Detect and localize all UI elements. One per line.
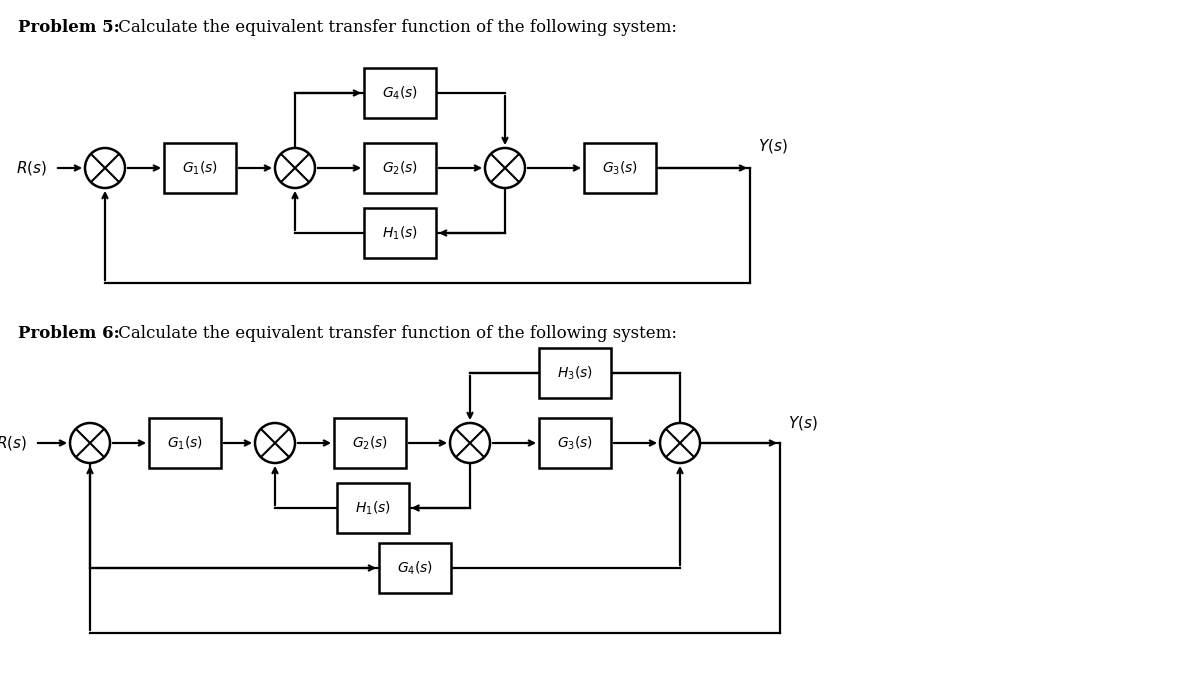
Circle shape <box>71 423 110 463</box>
Text: $G_2(s)$: $G_2(s)$ <box>382 160 419 177</box>
Bar <box>164 143 236 193</box>
Circle shape <box>255 423 295 463</box>
Text: $H_1(s)$: $H_1(s)$ <box>354 499 390 517</box>
Text: Calculate the equivalent transfer function of the following system:: Calculate the equivalent transfer functi… <box>112 325 677 341</box>
Text: $Y(s)$: $Y(s)$ <box>758 137 788 155</box>
Text: $R(s)$: $R(s)$ <box>0 434 28 452</box>
Bar <box>336 483 409 533</box>
Circle shape <box>85 148 126 188</box>
Circle shape <box>486 148 525 188</box>
Text: Calculate the equivalent transfer function of the following system:: Calculate the equivalent transfer functi… <box>112 19 677 36</box>
Text: $G_1(s)$: $G_1(s)$ <box>182 160 218 177</box>
Bar <box>364 143 437 193</box>
Text: $H_3(s)$: $H_3(s)$ <box>557 365 593 382</box>
Bar <box>539 418 611 468</box>
Circle shape <box>660 423 700 463</box>
Text: Problem 5:: Problem 5: <box>18 19 120 36</box>
Text: $G_3(s)$: $G_3(s)$ <box>602 160 639 177</box>
Bar <box>364 208 437 258</box>
Text: $Y(s)$: $Y(s)$ <box>788 414 818 432</box>
Bar <box>364 68 437 118</box>
Circle shape <box>450 423 490 463</box>
Bar <box>334 418 405 468</box>
Bar <box>150 418 221 468</box>
Text: $R(s)$: $R(s)$ <box>16 159 47 177</box>
Text: $H_1(s)$: $H_1(s)$ <box>382 224 417 241</box>
Bar <box>584 143 655 193</box>
Bar <box>379 543 451 593</box>
Text: $G_2(s)$: $G_2(s)$ <box>352 434 388 452</box>
Circle shape <box>275 148 315 188</box>
Bar <box>539 348 611 398</box>
Text: $G_4(s)$: $G_4(s)$ <box>382 85 419 102</box>
Text: $G_1(s)$: $G_1(s)$ <box>167 434 203 452</box>
Text: $G_4(s)$: $G_4(s)$ <box>397 559 433 577</box>
Text: Problem 6:: Problem 6: <box>18 325 120 341</box>
Text: $G_3(s)$: $G_3(s)$ <box>557 434 593 452</box>
